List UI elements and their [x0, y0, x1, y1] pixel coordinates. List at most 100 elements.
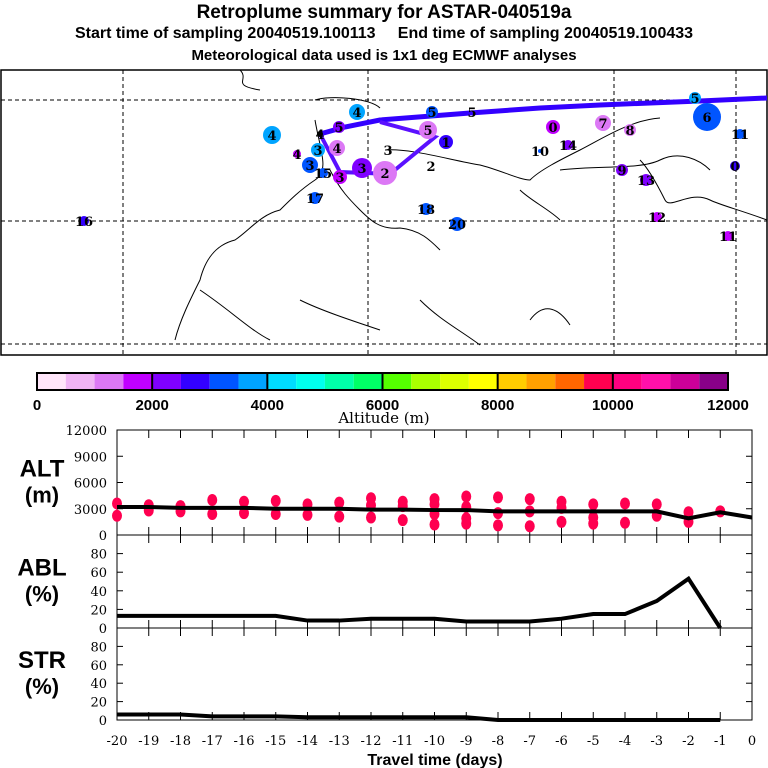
colorbar-tick-label: 12000 [707, 397, 749, 414]
alt-line [117, 505, 753, 521]
y-tick-label: 6000 [74, 477, 107, 492]
cluster-dot [546, 120, 560, 134]
cluster-label: 15 [314, 167, 332, 182]
cluster-altitude-point [270, 508, 281, 520]
cluster-marker: 4 [349, 104, 365, 121]
y-tick-label: 12000 [66, 424, 107, 439]
cluster-dot [652, 212, 662, 222]
chart-title: Retroplume summary for ASTAR-040519a [196, 2, 572, 23]
colorbar-label: Altitude (m) [337, 409, 429, 427]
cluster-altitude-point [397, 514, 408, 527]
cluster-label: 4 [315, 128, 324, 143]
cluster-dot [333, 121, 345, 133]
y-tick-label: 20 [90, 696, 107, 711]
cluster-label: 3 [357, 162, 366, 177]
cluster-marker: 16 [75, 215, 93, 230]
cluster-label: 0 [730, 160, 739, 175]
cluster-dot [419, 121, 437, 139]
cluster-dot [263, 126, 281, 144]
trajectory-path-upper [319, 95, 768, 137]
x-tick-label: -12 [361, 734, 382, 749]
cluster-altitude-point [366, 511, 376, 524]
cluster-label: 18 [417, 203, 435, 218]
colorbar-swatch [497, 373, 527, 390]
cluster-label: 2 [426, 160, 435, 175]
cluster-label: 3 [305, 159, 314, 174]
colorbar-swatch [65, 373, 95, 390]
cluster-dot [616, 164, 628, 176]
cluster-label: 12 [648, 211, 666, 226]
x-tick-label: -15 [265, 734, 286, 749]
x-tick-label: -18 [170, 734, 191, 749]
cluster-altitude-point [239, 507, 249, 520]
cluster-dot [302, 157, 318, 173]
cluster-label: 4 [332, 142, 341, 157]
colorbar-swatch [411, 373, 441, 390]
cluster-altitude-point [302, 508, 313, 521]
cluster-label: 20 [448, 218, 466, 233]
x-tick-label: -19 [138, 734, 159, 749]
colorbar-swatch [94, 373, 124, 390]
cluster-dot [730, 161, 740, 171]
colorbar-swatch [296, 373, 325, 390]
cluster-dot [373, 161, 397, 185]
map-grid [1, 70, 767, 355]
cluster-marker: 3 [352, 158, 372, 178]
cluster-altitude-point [493, 519, 503, 532]
colorbar-swatch [584, 373, 613, 390]
x-tick-label: -7 [523, 734, 536, 749]
cluster-marker: 2 [373, 161, 397, 185]
cluster-label: 5 [334, 121, 343, 136]
colorbar-swatch [468, 373, 498, 390]
colorbar-swatch [670, 373, 700, 390]
colorbar-tick-label: 6000 [366, 397, 399, 414]
y-tick-label: 20 [90, 603, 107, 618]
panel-abl: 80 60 40 20 0 ABL(%) [17, 534, 753, 637]
x-tick-label: -8 [492, 734, 505, 749]
y-tick-label: 80 [90, 640, 107, 655]
y-tick-label: 40 [90, 585, 107, 600]
cluster-dot [333, 170, 347, 184]
cluster-dot [79, 216, 89, 226]
cluster-label: 17 [306, 192, 324, 207]
cluster-altitude-point [334, 510, 345, 523]
cluster-dot [420, 203, 432, 215]
cluster-altitude-point [620, 497, 630, 510]
cluster-label: 6 [702, 111, 711, 126]
cluster-marker: 5 [467, 106, 476, 121]
colorbar-swatch [123, 373, 153, 390]
cluster-altitude-point [461, 490, 472, 503]
colorbar-swatch [267, 373, 297, 390]
cluster-marker: 2 [426, 160, 435, 175]
cluster-label: 5 [427, 106, 436, 121]
cluster-dot [450, 217, 464, 231]
cluster-label: 7 [598, 117, 607, 132]
cluster-label: 0 [548, 121, 557, 136]
y-tick-label: 3000 [74, 503, 107, 518]
cluster-marker: 13 [637, 174, 655, 189]
colorbar-swatch [353, 373, 383, 390]
cluster-altitude-point [683, 506, 694, 519]
panel-str: 80 60 40 20 0 STR(%) [18, 627, 753, 729]
cluster-altitude-point [620, 516, 630, 529]
cluster-label: 4 [267, 129, 276, 144]
cluster-label: 5 [423, 124, 432, 139]
cluster-dot [735, 129, 745, 139]
cluster-altitude-point [429, 518, 440, 531]
cluster-marker: 3 [383, 144, 392, 159]
colorbar-swatch [209, 373, 239, 390]
cluster-dot [563, 140, 573, 150]
cluster-marker: 4 [315, 128, 324, 143]
colorbar-swatch [382, 373, 412, 390]
panel-ylabel-unit: (%) [25, 674, 59, 699]
cluster-altitude-point [524, 520, 535, 533]
cluster-marker: 5 [426, 106, 438, 121]
x-tick-label: -2 [682, 734, 695, 749]
colorbar-swatch [699, 373, 728, 390]
cluster-marker: 5 [689, 92, 701, 107]
x-tick-label: -1 [714, 734, 727, 749]
cluster-label: 8 [625, 124, 634, 139]
y-tick-label: 40 [90, 677, 107, 692]
